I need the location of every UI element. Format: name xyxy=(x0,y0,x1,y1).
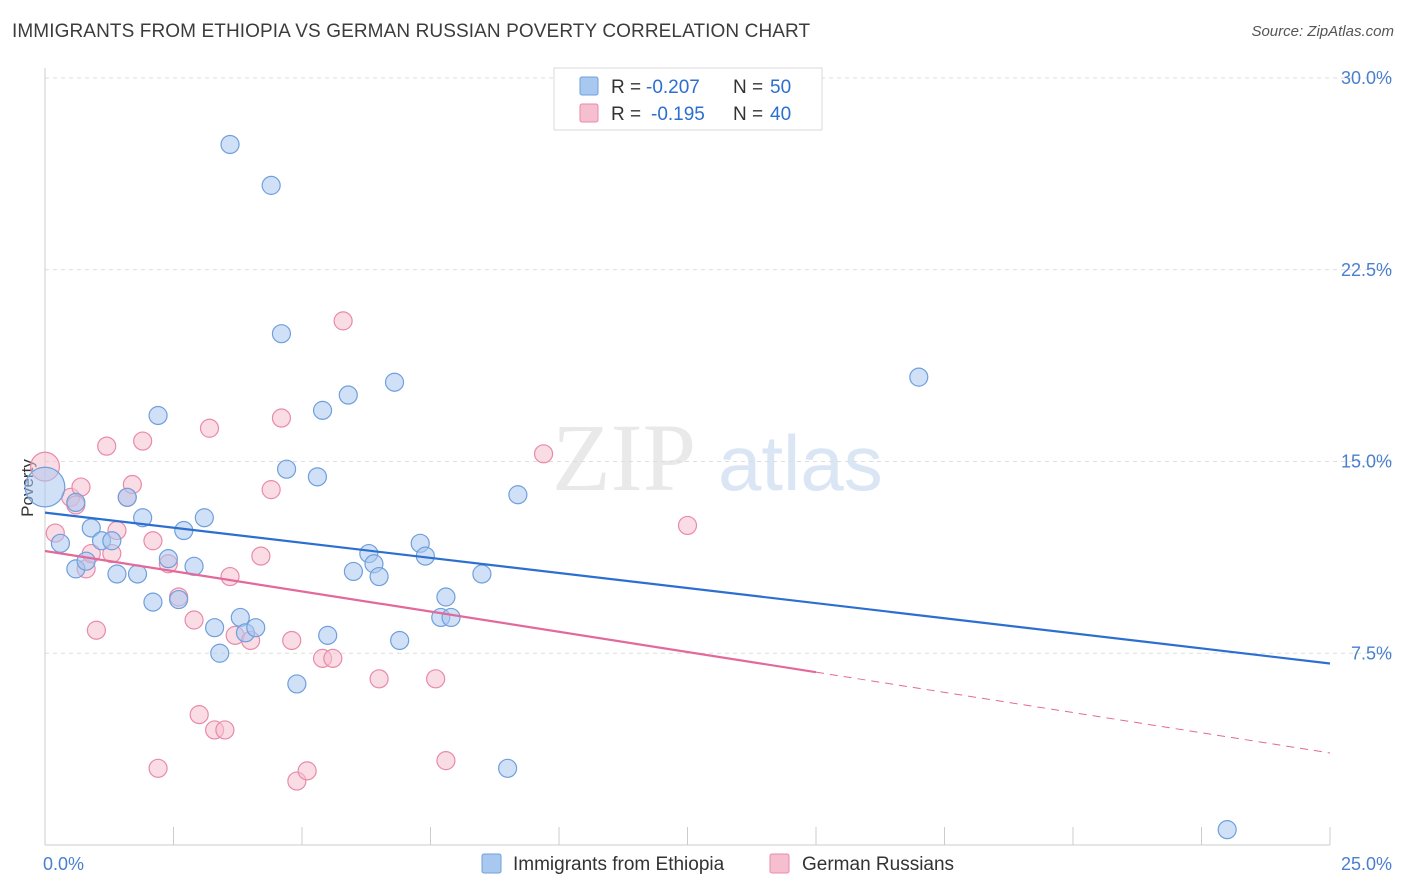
ethiopia-point-25 xyxy=(261,175,281,195)
ethiopia-point-37 xyxy=(384,372,405,392)
ethiopia-point-42 xyxy=(436,587,456,607)
german-russian-point-34 xyxy=(333,311,353,331)
stats-legend-box xyxy=(553,67,823,131)
german-russian-trend-extension xyxy=(815,671,1331,754)
ethiopia-point-29 xyxy=(307,467,328,487)
ethiopia-point-10 xyxy=(127,564,148,584)
ethiopia-point-20 xyxy=(210,643,230,663)
german-russian-point-15 xyxy=(148,758,168,778)
ethiopia-point-9 xyxy=(107,564,127,584)
legend-r-label-2: R = xyxy=(611,104,641,125)
series-legend-swatch-ethiopia xyxy=(481,853,502,874)
ethiopia-point-32 xyxy=(338,385,358,405)
german-russian-point-20 xyxy=(199,418,220,438)
tick-labels: 7.5% 15.0% 22.5% 30.0% 0.0% 25.0% xyxy=(43,68,1392,874)
stats-legend: R = -0.207 N = 50 R = -0.195 N = 40 xyxy=(553,67,823,131)
german-russian-point-37 xyxy=(436,751,456,771)
series-legend-swatch-german-russians xyxy=(769,853,790,874)
ethiopia-point-0 xyxy=(24,466,66,508)
y-tick-label-1: 15.0% xyxy=(1341,452,1392,472)
ethiopia-point-21 xyxy=(220,134,240,155)
german-russian-point-39 xyxy=(677,515,698,536)
ethiopia-point-45 xyxy=(498,758,518,778)
legend-n-label-2: N = xyxy=(733,104,763,125)
ethiopia-point-38 xyxy=(390,630,410,651)
ethiopia-trend-line xyxy=(44,511,1331,665)
ethiopia-point-48 xyxy=(1217,820,1237,840)
source-label: Source: ZipAtlas.com xyxy=(1251,23,1394,40)
ethiopia-point-47 xyxy=(909,367,929,387)
ethiopia-point-13 xyxy=(148,405,168,426)
ethiopia-point-33 xyxy=(343,561,363,582)
legend-r-value-1: -0.207 xyxy=(646,77,700,98)
german-russian-point-26 xyxy=(251,546,271,566)
german-russian-trend-line xyxy=(44,549,817,674)
german-russian-point-28 xyxy=(271,408,292,428)
german-russian-point-29 xyxy=(282,630,302,651)
ethiopia-point-44 xyxy=(472,564,492,584)
ethiopia-point-12 xyxy=(143,592,163,612)
ethiopia-point-8 xyxy=(117,487,137,507)
german-russian-point-31 xyxy=(297,761,317,781)
series-legend-label-ethiopia: Immigrants from Ethiopia xyxy=(513,854,725,875)
legend-n-label-1: N = xyxy=(733,77,763,98)
grid-lines xyxy=(45,77,1392,654)
german-russian-point-27 xyxy=(261,480,281,500)
y-tick-label-0: 7.5% xyxy=(1351,643,1392,663)
y-tick-label-2: 22.5% xyxy=(1341,260,1392,280)
y-tick-label-3: 30.0% xyxy=(1341,68,1392,88)
legend-n-value-2: 40 xyxy=(770,104,791,125)
german-russian-point-13 xyxy=(133,431,153,451)
ethiopia-point-28 xyxy=(287,674,307,694)
ethiopia-point-27 xyxy=(276,459,297,479)
german-russian-point-38 xyxy=(533,444,554,464)
german-russian-point-35 xyxy=(369,669,389,689)
ethiopia-point-31 xyxy=(318,625,338,645)
ethiopia-point-30 xyxy=(312,400,333,420)
german-russian-point-8 xyxy=(97,436,117,456)
german-russian-point-14 xyxy=(143,531,163,551)
x-tick-label-1: 25.0% xyxy=(1341,854,1392,874)
german-russian-point-22 xyxy=(215,720,235,740)
ethiopia-point-15 xyxy=(169,589,189,610)
data-points xyxy=(24,134,1237,840)
ethiopia-point-5 xyxy=(76,551,96,571)
watermark-zip: ZIP xyxy=(552,404,696,511)
german-russian-point-33 xyxy=(323,648,343,668)
ethiopia-point-14 xyxy=(158,549,178,569)
x-tick-label-0: 0.0% xyxy=(43,854,84,874)
trend-lines xyxy=(44,511,1331,754)
legend-swatch-blue xyxy=(579,76,599,96)
ethiopia-point-26 xyxy=(271,324,292,344)
ethiopia-point-46 xyxy=(508,485,528,505)
ethiopia-point-36 xyxy=(369,566,389,587)
legend-n-value-1: 50 xyxy=(770,77,791,98)
german-russian-point-19 xyxy=(189,705,209,725)
chart-title: IMMIGRANTS FROM ETHIOPIA VS GERMAN RUSSI… xyxy=(12,21,811,42)
watermark-atlas: atlas xyxy=(718,419,883,507)
german-russian-point-7 xyxy=(86,620,107,640)
ethiopia-point-1 xyxy=(50,533,71,553)
legend-r-label-1: R = xyxy=(611,77,641,98)
german-russian-point-23 xyxy=(220,566,240,587)
ethiopia-point-2 xyxy=(66,492,86,513)
ethiopia-point-7 xyxy=(102,531,122,551)
legend-r-value-2: -0.195 xyxy=(651,104,705,125)
german-russian-point-18 xyxy=(184,610,204,630)
series-legend: Immigrants from Ethiopia German Russians xyxy=(481,853,954,875)
ethiopia-point-24 xyxy=(246,618,266,638)
series-legend-label-german-russians: German Russians xyxy=(802,854,954,875)
ethiopia-point-43 xyxy=(441,607,461,628)
legend-swatch-pink xyxy=(579,103,599,123)
german-russian-point-36 xyxy=(426,669,446,689)
ethiopia-point-19 xyxy=(205,618,225,638)
ethiopia-point-18 xyxy=(194,508,214,528)
ethiopia-point-11 xyxy=(133,508,153,528)
